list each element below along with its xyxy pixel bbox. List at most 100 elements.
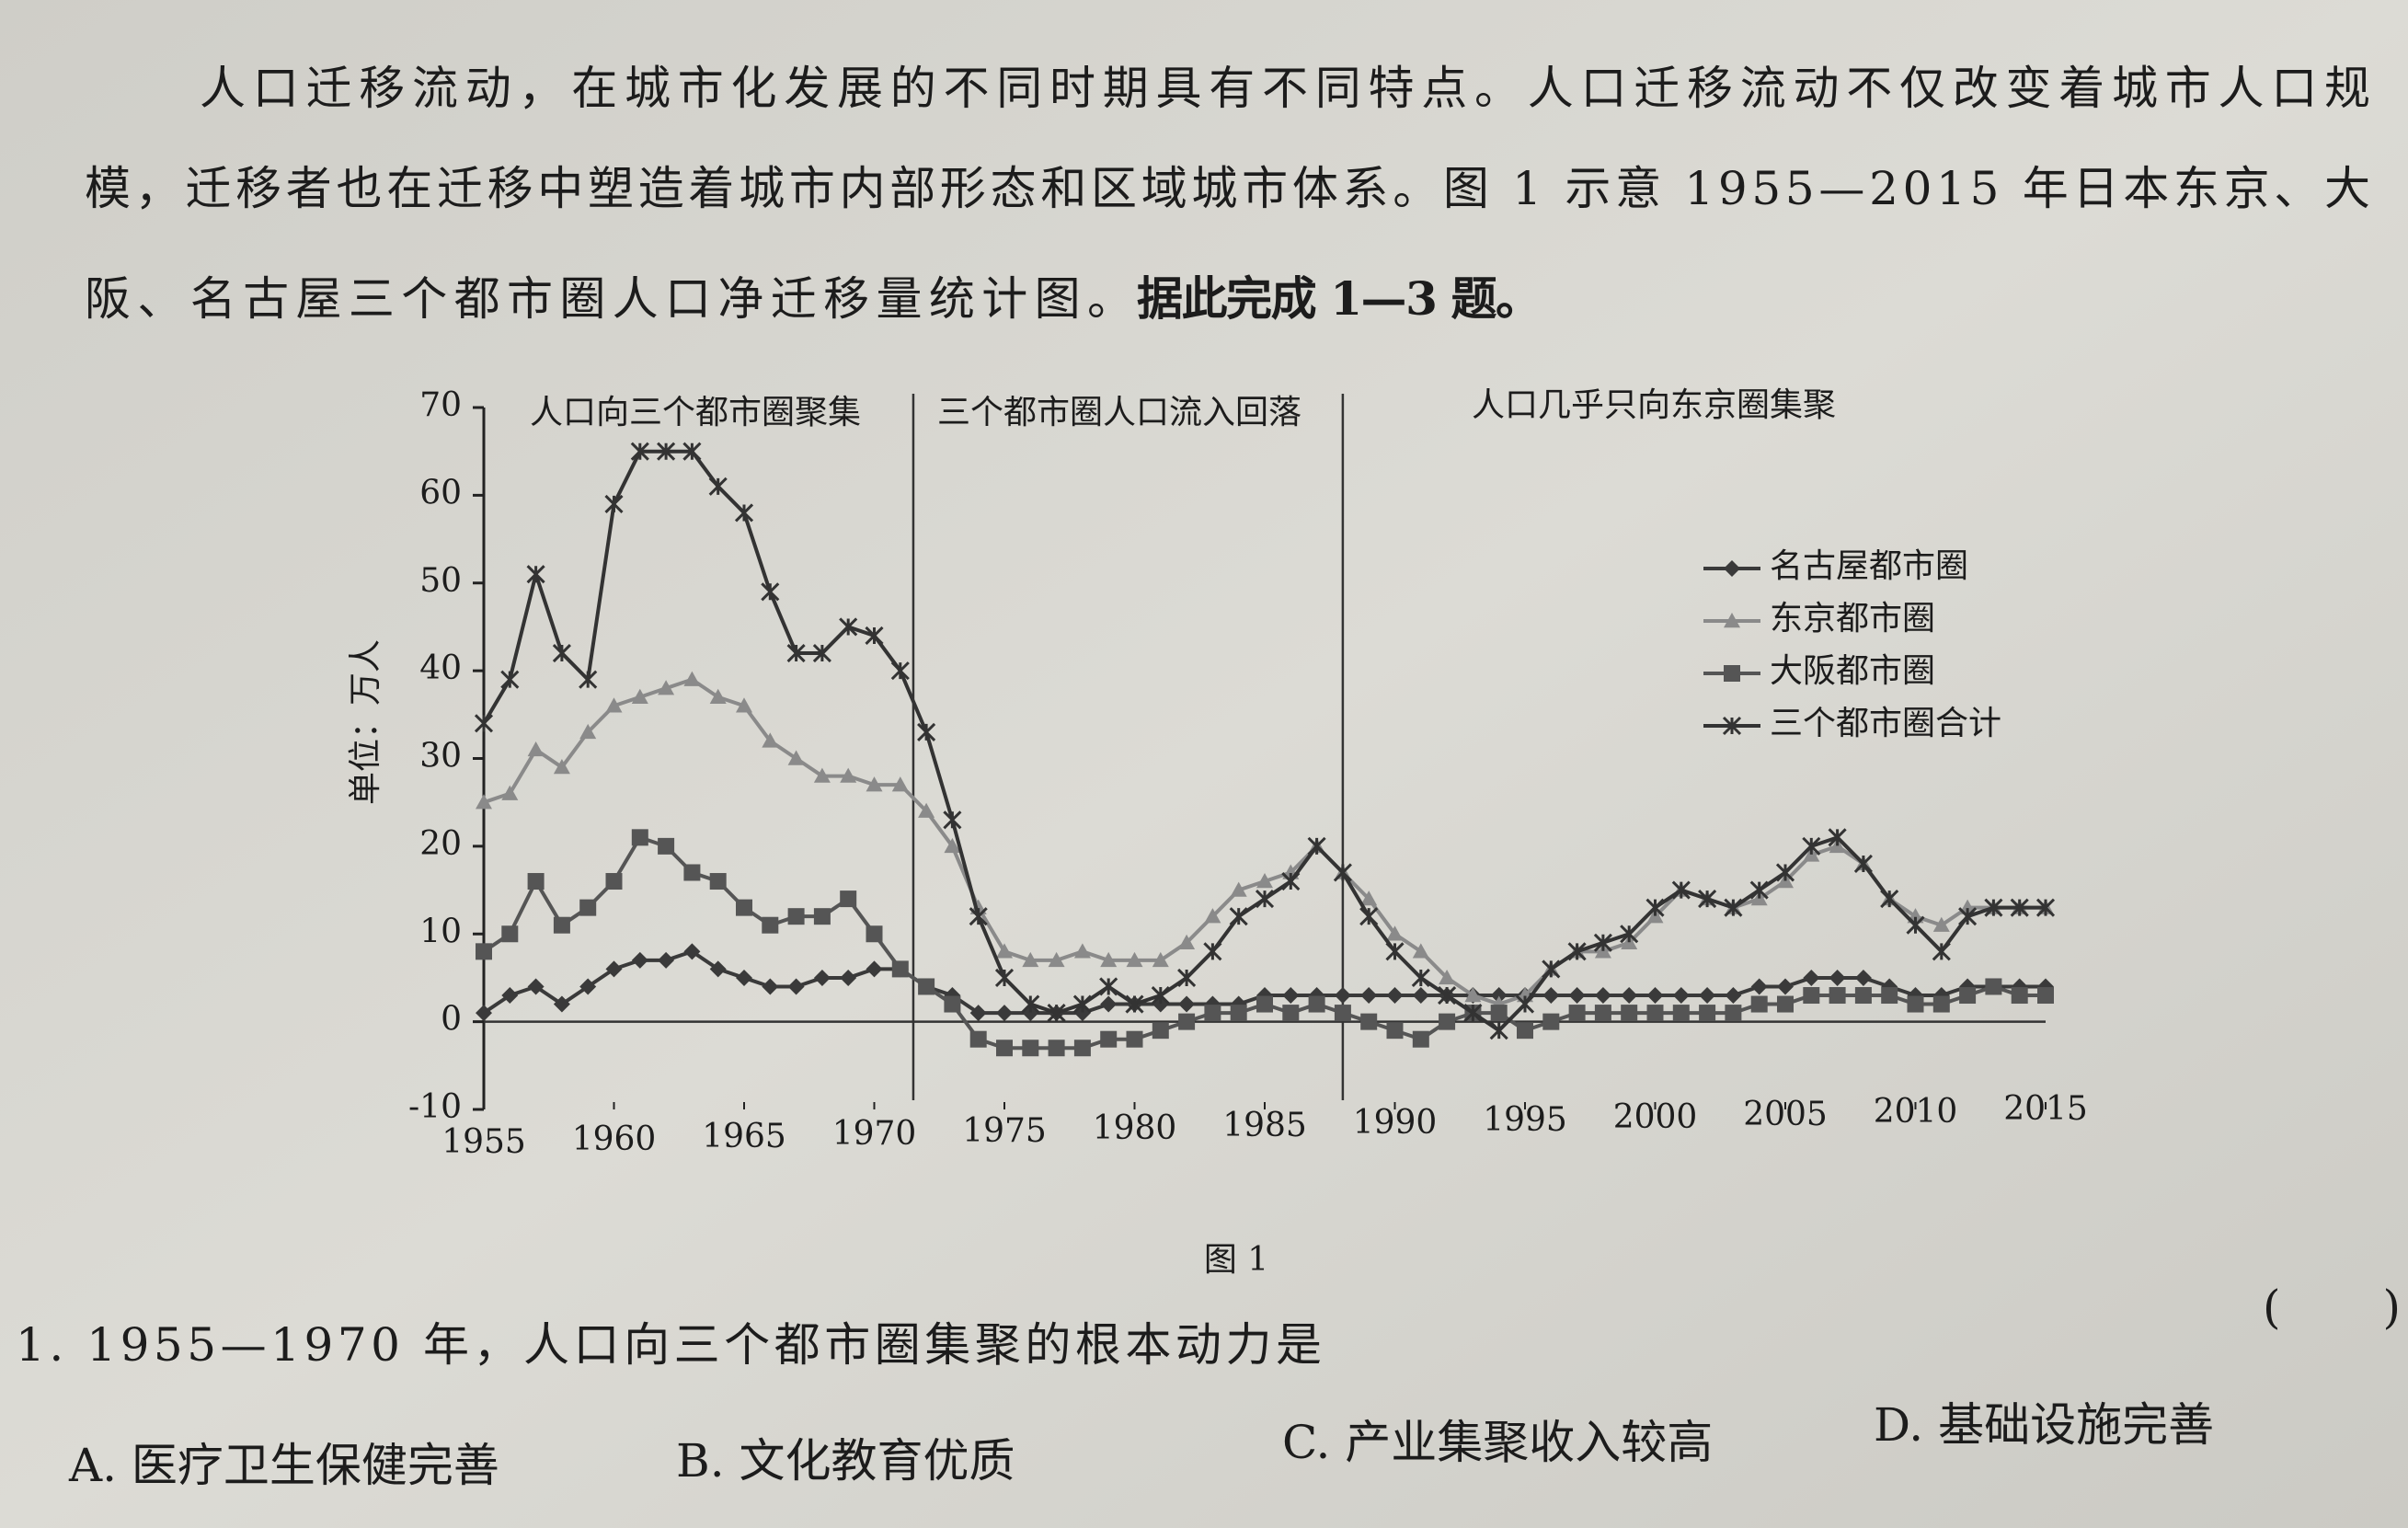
data-point [1126, 1030, 1143, 1048]
data-point [631, 829, 648, 846]
data-point [1932, 942, 1951, 961]
data-point [1854, 969, 1872, 986]
legend-label: 东京都市圈 [1770, 600, 1935, 638]
data-point [1698, 890, 1717, 909]
data-point [787, 908, 805, 925]
data-point [1829, 987, 1846, 1005]
data-point [553, 995, 570, 1013]
data-point [1490, 1005, 1508, 1022]
data-point [1439, 1013, 1456, 1030]
data-point [1985, 978, 2002, 995]
data-point [1412, 943, 1429, 959]
data-point [527, 978, 545, 995]
legend-label: 名古屋都市圈 [1770, 547, 1968, 585]
data-point [1386, 987, 1404, 1005]
instruction: 据此完成 1—3 题。 [1137, 271, 1542, 326]
data-point [1281, 871, 1301, 891]
data-point [1360, 890, 1378, 906]
data-point [1151, 985, 1170, 1005]
x-tick-label: 2010 [1874, 1093, 1958, 1131]
data-point [683, 943, 701, 960]
x-tick-label: 1985 [1222, 1107, 1307, 1144]
paragraph-line: 模，迁移者也在迁移中塑造着城市内部形态和区域城市体系。图 1 示意 1955—2… [85, 162, 2370, 215]
x-tick-label: 1975 [962, 1112, 1047, 1150]
data-point [1125, 994, 1144, 1014]
data-point [500, 670, 520, 689]
data-point [1646, 987, 1664, 1005]
data-point [761, 582, 780, 602]
data-point [1490, 987, 1508, 1005]
data-point [1073, 943, 1091, 959]
data-point [1568, 1005, 1586, 1022]
y-tick-label: -10 [408, 1088, 462, 1126]
data-point [1775, 863, 1795, 882]
data-point [709, 688, 727, 704]
data-point [1749, 880, 1769, 900]
caption: 图 1 [1204, 1241, 1268, 1279]
x-tick-label: 1980 [1093, 1109, 1177, 1147]
data-point [1021, 994, 1040, 1014]
data-point [969, 907, 988, 926]
annotation: 人口向三个都市圈聚集 [530, 394, 861, 431]
annotation: 三个都市圈人口流入回落 [937, 394, 1301, 431]
data-point [1542, 1013, 1560, 1030]
y-tick-label: 60 [419, 474, 462, 511]
data-point [866, 960, 883, 978]
data-point [501, 925, 519, 943]
data-point [1438, 985, 1457, 1005]
data-point [1828, 828, 1847, 847]
data-point [1022, 1040, 1039, 1057]
data-point [1411, 968, 1430, 988]
data-point [1620, 925, 1639, 944]
data-point [839, 617, 858, 637]
data-point [709, 960, 727, 978]
data-point [1178, 995, 1196, 1013]
data-point [1803, 987, 1820, 1005]
data-point [476, 943, 492, 960]
data-point [1984, 898, 2003, 917]
x-tick-label: 2005 [1743, 1096, 1828, 1133]
data-point [1359, 907, 1379, 926]
data-point [683, 864, 701, 881]
data-point [943, 810, 962, 830]
data-point [579, 899, 597, 916]
data-point [1230, 1005, 1247, 1022]
data-point [762, 916, 779, 934]
data-point [1672, 1005, 1690, 1022]
data-point [579, 978, 597, 995]
data-point [1439, 969, 1456, 985]
data-point [657, 442, 676, 461]
legend-label: 三个都市圈合计 [1770, 705, 2001, 742]
data-point [1958, 907, 1978, 926]
data-point [1048, 951, 1065, 968]
data-point [866, 925, 883, 943]
x-tick-label: 1965 [702, 1118, 786, 1155]
data-point [1672, 987, 1690, 1005]
data-point [1959, 987, 1977, 1005]
data-point [1542, 959, 1561, 979]
annotation: 人口几乎只向东京圈集聚 [1472, 386, 1836, 424]
data-point [1100, 1030, 1118, 1048]
data-point [2035, 898, 2056, 917]
data-point [2037, 987, 2054, 1005]
data-point [1256, 873, 1273, 889]
data-point [605, 873, 623, 890]
data-point [630, 442, 649, 461]
data-point [1360, 1013, 1378, 1030]
data-point [2010, 898, 2029, 917]
data-point [891, 960, 909, 978]
data-point [1621, 1005, 1638, 1022]
data-point [1308, 995, 1325, 1013]
data-point [736, 697, 752, 713]
data-point [734, 503, 754, 523]
data-point [840, 890, 857, 908]
option: D. 基础设施完善 [1874, 1398, 2214, 1452]
data-point [762, 732, 779, 748]
data-point [1725, 1005, 1742, 1022]
data-point [658, 837, 675, 855]
data-point [1567, 942, 1587, 961]
data-point [1699, 1005, 1716, 1022]
data-point [1386, 925, 1404, 941]
data-point [604, 494, 624, 513]
